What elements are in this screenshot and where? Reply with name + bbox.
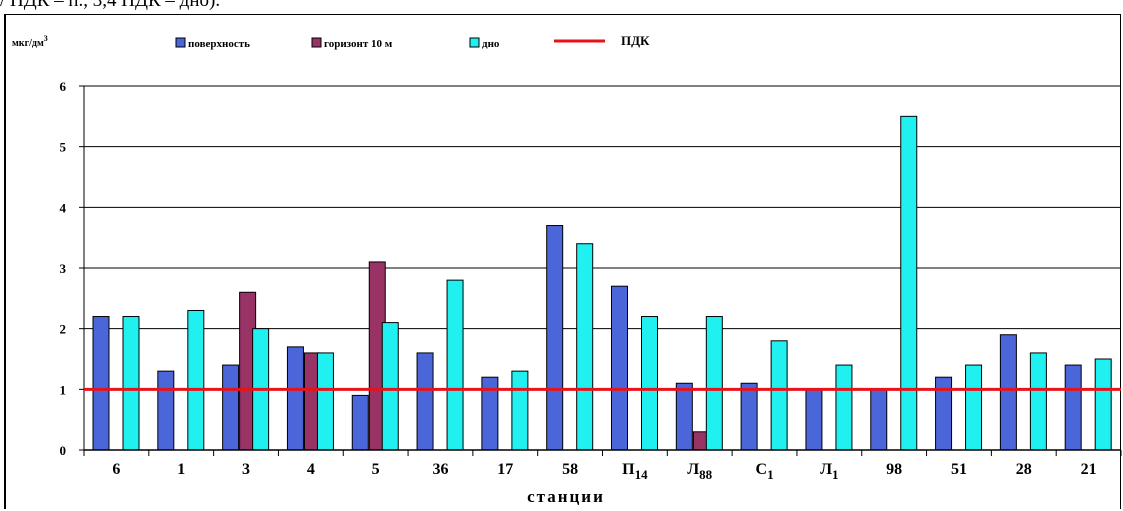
bar-surface [1064, 364, 1082, 451]
bar-bottom [770, 340, 788, 451]
x-axis [83, 449, 1122, 456]
x-axis-label: станции [527, 487, 605, 506]
y-tick-label: 5 [60, 140, 67, 155]
bar-surface [740, 382, 758, 451]
legend-label: дно [482, 38, 500, 50]
x-tick-label: 21 [1081, 461, 1097, 478]
y-tick-label: 1 [60, 382, 67, 397]
bar-bottom [900, 115, 918, 451]
bar-bottom [705, 316, 723, 451]
y-tick-label: 3 [60, 261, 67, 276]
legend-swatch [469, 37, 480, 48]
legend-label: поверхность [188, 38, 250, 50]
x-tick-label: 51 [951, 461, 967, 478]
y-tick-labels: 0 1 2 3 4 5 6 [60, 79, 85, 458]
bar-surface [805, 388, 823, 451]
x-tick-labels: 6 1 3 4 5 36 17 58 П14 Л88 С1 Л1 98 51 28 21 [112, 461, 1096, 482]
bar-surface [870, 388, 888, 451]
legend-swatch [175, 37, 186, 48]
x-tick-label: 98 [886, 461, 902, 478]
bar-surface [286, 346, 304, 451]
x-tick-label: 28 [1016, 461, 1032, 478]
x-tick-label: Л88 [687, 461, 712, 482]
x-tick-label: 36 [432, 461, 448, 478]
y-tick-label: 2 [60, 322, 67, 337]
bar-bottom [1029, 352, 1047, 451]
bar-bottom [446, 279, 464, 451]
bar-surface [351, 394, 369, 451]
x-tick-label: 3 [242, 461, 250, 478]
legend-pdk-label: ПДК [621, 33, 650, 48]
bar-surface [675, 382, 693, 451]
legend-label: горизонт 10 м [324, 38, 393, 50]
x-tick-label: 1 [177, 461, 185, 478]
y-axis-label: мкг/дм3 [12, 34, 48, 49]
bar-bottom [187, 309, 205, 451]
x-tick-label: 4 [307, 461, 315, 478]
bar-bottom [511, 370, 529, 451]
legend: поверхность горизонт 10 м дно ПДК [175, 33, 650, 50]
bar-surface [92, 316, 110, 451]
bar-bottom [1094, 358, 1112, 451]
y-tick-label: 4 [60, 200, 67, 215]
bar-surface [416, 352, 434, 451]
bar-surface [222, 364, 240, 451]
x-tick-label: 17 [497, 461, 513, 478]
bar-bottom [641, 316, 658, 451]
bar-surface [157, 370, 175, 451]
x-tick-label: 5 [372, 461, 380, 478]
bar-bottom [835, 364, 853, 451]
bar-bottom [122, 316, 140, 451]
bar-surface [999, 334, 1017, 451]
bar-bottom [381, 322, 399, 451]
x-tick-label: 58 [562, 461, 578, 478]
y-tick-label: 0 [60, 443, 67, 458]
bar-bottom [316, 352, 334, 451]
bars [92, 115, 1112, 451]
bar-bottom [576, 243, 594, 451]
bar-surface [611, 285, 628, 451]
y-tick-label: 6 [60, 79, 67, 94]
legend-swatch [311, 37, 322, 48]
bar-surface [546, 225, 564, 451]
caption-fragment: / ПДК – п., 3,4 ПДК – дно). [0, 0, 221, 11]
x-tick-label: С1 [756, 461, 774, 482]
bar-bottom [965, 364, 983, 451]
axis-labels: мкг/дм3 станции [12, 34, 605, 506]
x-tick-label: Л1 [820, 461, 838, 482]
chart-frame [4, 14, 1121, 509]
x-tick-label: 6 [112, 461, 120, 478]
x-tick-label: П14 [622, 461, 648, 482]
